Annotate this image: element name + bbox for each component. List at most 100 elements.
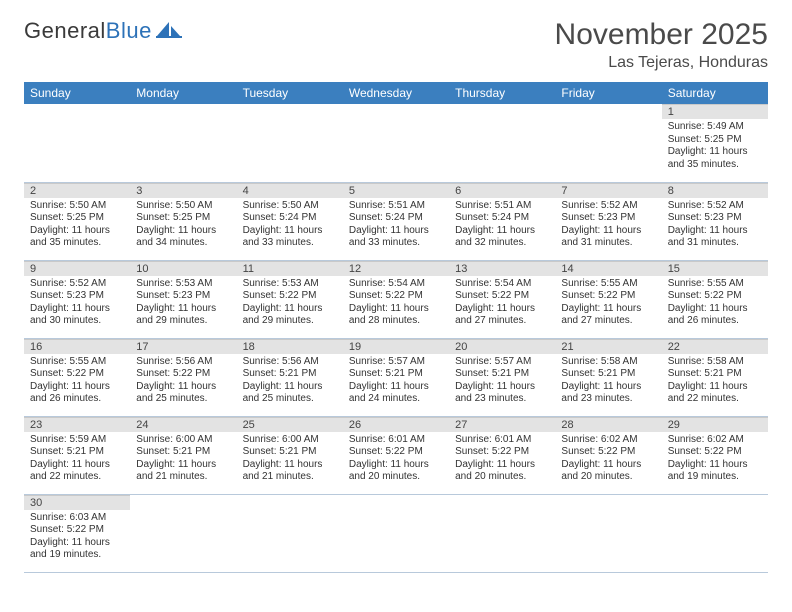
day-number: 4 [237,183,343,198]
day-details [555,498,661,504]
sunrise-text: Sunrise: 5:53 AM [243,278,337,291]
day-cell: 4Sunrise: 5:50 AMSunset: 5:24 PMDaylight… [237,182,343,260]
day-details [130,107,236,113]
day-details [343,498,449,504]
day-number: 24 [130,417,236,432]
day-details: Sunrise: 5:50 AMSunset: 5:24 PMDaylight:… [237,198,343,254]
day-details [343,107,449,113]
day-cell [449,494,555,572]
day-cell: 12Sunrise: 5:54 AMSunset: 5:22 PMDayligh… [343,260,449,338]
day-cell: 11Sunrise: 5:53 AMSunset: 5:22 PMDayligh… [237,260,343,338]
header: GeneralBlue November 2025 Las Tejeras, H… [24,18,768,72]
day-number: 8 [662,183,768,198]
sunset-text: Sunset: 5:21 PM [349,368,443,381]
dh-mon: Monday [130,82,236,104]
day-details: Sunrise: 6:02 AMSunset: 5:22 PMDaylight:… [662,432,768,488]
day-details [662,498,768,504]
day-details: Sunrise: 5:52 AMSunset: 5:23 PMDaylight:… [555,198,661,254]
daylight-text: Daylight: 11 hours and 35 minutes. [30,225,124,250]
day-cell: 29Sunrise: 6:02 AMSunset: 5:22 PMDayligh… [662,416,768,494]
daylight-text: Daylight: 11 hours and 30 minutes. [30,303,124,328]
day-cell: 7Sunrise: 5:52 AMSunset: 5:23 PMDaylight… [555,182,661,260]
day-details: Sunrise: 5:55 AMSunset: 5:22 PMDaylight:… [555,276,661,332]
brand-part2: Blue [106,18,152,44]
daylight-text: Daylight: 11 hours and 20 minutes. [455,459,549,484]
sunrise-text: Sunrise: 5:50 AM [243,200,337,213]
sunrise-text: Sunrise: 5:52 AM [561,200,655,213]
daylight-text: Daylight: 11 hours and 33 minutes. [243,225,337,250]
daylight-text: Daylight: 11 hours and 25 minutes. [136,381,230,406]
sunset-text: Sunset: 5:22 PM [561,446,655,459]
day-details: Sunrise: 6:00 AMSunset: 5:21 PMDaylight:… [237,432,343,488]
sunrise-text: Sunrise: 5:55 AM [561,278,655,291]
sunrise-text: Sunrise: 5:58 AM [561,356,655,369]
day-cell [130,104,236,182]
day-number: 1 [662,104,768,119]
day-header-row: Sunday Monday Tuesday Wednesday Thursday… [24,82,768,104]
day-details: Sunrise: 5:59 AMSunset: 5:21 PMDaylight:… [24,432,130,488]
daylight-text: Daylight: 11 hours and 19 minutes. [30,537,124,562]
day-details [24,107,130,113]
day-details [449,107,555,113]
day-number: 11 [237,261,343,276]
daylight-text: Daylight: 11 hours and 29 minutes. [136,303,230,328]
day-cell: 27Sunrise: 6:01 AMSunset: 5:22 PMDayligh… [449,416,555,494]
day-cell: 23Sunrise: 5:59 AMSunset: 5:21 PMDayligh… [24,416,130,494]
day-cell: 26Sunrise: 6:01 AMSunset: 5:22 PMDayligh… [343,416,449,494]
daylight-text: Daylight: 11 hours and 24 minutes. [349,381,443,406]
day-details: Sunrise: 5:58 AMSunset: 5:21 PMDaylight:… [662,354,768,410]
day-details: Sunrise: 5:52 AMSunset: 5:23 PMDaylight:… [662,198,768,254]
day-number: 16 [24,339,130,354]
dh-sun: Sunday [24,82,130,104]
day-cell: 13Sunrise: 5:54 AMSunset: 5:22 PMDayligh… [449,260,555,338]
sunrise-text: Sunrise: 5:52 AM [30,278,124,291]
day-details [130,498,236,504]
sunset-text: Sunset: 5:25 PM [668,134,762,147]
week-row: 23Sunrise: 5:59 AMSunset: 5:21 PMDayligh… [24,416,768,494]
day-number: 21 [555,339,661,354]
dh-thu: Thursday [449,82,555,104]
sunrise-text: Sunrise: 5:56 AM [136,356,230,369]
day-number: 14 [555,261,661,276]
dh-sat: Saturday [662,82,768,104]
daylight-text: Daylight: 11 hours and 21 minutes. [243,459,337,484]
daylight-text: Daylight: 11 hours and 28 minutes. [349,303,443,328]
day-cell: 25Sunrise: 6:00 AMSunset: 5:21 PMDayligh… [237,416,343,494]
sunset-text: Sunset: 5:23 PM [136,290,230,303]
daylight-text: Daylight: 11 hours and 26 minutes. [30,381,124,406]
day-number: 25 [237,417,343,432]
day-details: Sunrise: 5:51 AMSunset: 5:24 PMDaylight:… [343,198,449,254]
day-details: Sunrise: 5:56 AMSunset: 5:21 PMDaylight:… [237,354,343,410]
sunset-text: Sunset: 5:22 PM [668,446,762,459]
day-details: Sunrise: 6:03 AMSunset: 5:22 PMDaylight:… [24,510,130,566]
sunrise-text: Sunrise: 5:57 AM [455,356,549,369]
daylight-text: Daylight: 11 hours and 33 minutes. [349,225,443,250]
day-number: 22 [662,339,768,354]
daylight-text: Daylight: 11 hours and 23 minutes. [455,381,549,406]
sunrise-text: Sunrise: 5:50 AM [30,200,124,213]
daylight-text: Daylight: 11 hours and 31 minutes. [561,225,655,250]
day-number: 26 [343,417,449,432]
day-cell [662,494,768,572]
day-number: 12 [343,261,449,276]
sunrise-text: Sunrise: 5:49 AM [668,121,762,134]
day-cell: 1Sunrise: 5:49 AMSunset: 5:25 PMDaylight… [662,104,768,182]
sunset-text: Sunset: 5:22 PM [455,446,549,459]
sunrise-text: Sunrise: 6:00 AM [136,434,230,447]
sunset-text: Sunset: 5:22 PM [30,368,124,381]
day-cell: 20Sunrise: 5:57 AMSunset: 5:21 PMDayligh… [449,338,555,416]
sunrise-text: Sunrise: 6:02 AM [561,434,655,447]
day-cell: 17Sunrise: 5:56 AMSunset: 5:22 PMDayligh… [130,338,236,416]
daylight-text: Daylight: 11 hours and 27 minutes. [561,303,655,328]
day-cell [130,494,236,572]
sunset-text: Sunset: 5:22 PM [349,446,443,459]
day-cell [237,104,343,182]
sunset-text: Sunset: 5:23 PM [668,212,762,225]
day-details: Sunrise: 6:01 AMSunset: 5:22 PMDaylight:… [343,432,449,488]
day-number: 23 [24,417,130,432]
sunrise-text: Sunrise: 6:03 AM [30,512,124,525]
day-details: Sunrise: 5:51 AMSunset: 5:24 PMDaylight:… [449,198,555,254]
day-cell: 21Sunrise: 5:58 AMSunset: 5:21 PMDayligh… [555,338,661,416]
day-number: 30 [24,495,130,510]
day-cell [343,104,449,182]
